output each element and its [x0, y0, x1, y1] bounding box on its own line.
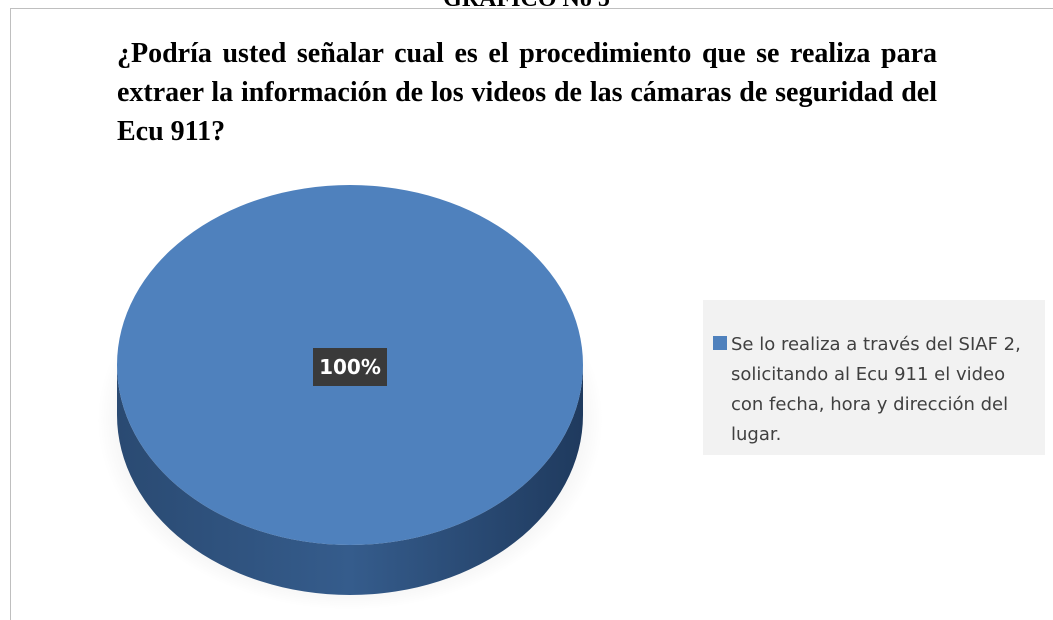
data-label: 100% — [319, 355, 381, 379]
legend: Se lo realiza a través del SIAF 2, solic… — [703, 300, 1045, 455]
pie-side — [117, 365, 583, 595]
chart-frame — [10, 8, 1053, 620]
header: GRÁFICO No 5 — [0, 0, 1053, 13]
legend-label: Se lo realiza a través del SIAF 2, solic… — [731, 334, 1021, 445]
data-label-box — [313, 348, 387, 386]
legend-swatch — [713, 336, 727, 350]
chart-title: ¿Podría usted señalar cual es el procedi… — [117, 38, 937, 147]
